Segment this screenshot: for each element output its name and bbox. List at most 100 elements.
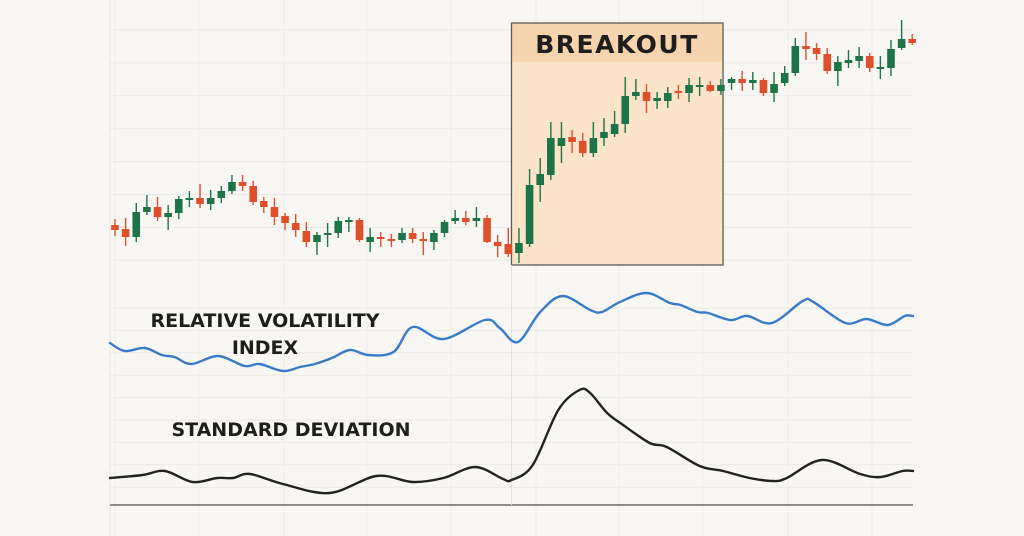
candle-up <box>791 38 800 76</box>
candle-body <box>270 207 279 217</box>
candle-body <box>621 96 630 124</box>
candle-up <box>398 228 406 243</box>
candle-body <box>632 92 640 96</box>
candle-down <box>738 71 746 91</box>
candle-body <box>727 79 736 83</box>
candle-down <box>908 34 917 45</box>
candle-body <box>536 174 544 185</box>
candle-body <box>557 138 566 146</box>
candle-down <box>260 197 268 213</box>
candle-body <box>366 237 374 242</box>
candle-up <box>727 77 736 90</box>
candle-up <box>717 79 725 95</box>
candle-up <box>876 56 885 79</box>
candle-body <box>525 185 534 244</box>
candle-up <box>217 186 226 203</box>
breakout-box <box>511 23 724 265</box>
candle-up <box>334 217 343 238</box>
candle-up <box>472 207 481 227</box>
candle-up <box>132 203 141 242</box>
candle-body <box>440 222 449 233</box>
candle-body <box>196 198 204 204</box>
candle-down <box>302 222 311 247</box>
candle-body <box>111 225 119 230</box>
candle-up <box>185 191 194 207</box>
candle-body <box>472 218 481 221</box>
candle-body <box>653 98 661 101</box>
candle-up <box>887 40 895 76</box>
candle-up <box>621 77 630 133</box>
candle-body <box>387 239 396 241</box>
candlestick-series <box>111 20 917 263</box>
candle-body <box>663 93 672 101</box>
breakout-header <box>511 23 724 62</box>
indicator-lines <box>108 291 915 495</box>
candle-up <box>515 228 523 263</box>
candle-up <box>610 111 619 137</box>
candle-down <box>153 197 162 221</box>
candle-body <box>143 207 151 212</box>
candle-up <box>206 190 215 210</box>
candle-body <box>589 138 598 153</box>
candle-body <box>897 39 906 48</box>
candle-up <box>770 72 778 102</box>
candle-up <box>589 122 598 157</box>
candle-up <box>547 122 555 180</box>
candle-body <box>695 85 704 87</box>
candle-body <box>249 186 257 202</box>
candle-up <box>780 66 789 86</box>
candle-body <box>834 62 842 71</box>
breakout-annotation <box>510 22 724 505</box>
candle-up <box>653 92 661 109</box>
candle-body <box>345 220 353 222</box>
candle-body <box>483 218 491 242</box>
candle-body <box>174 199 183 213</box>
candle-down <box>291 214 300 237</box>
candle-body <box>717 85 725 91</box>
candle-body <box>121 229 130 237</box>
candle-down <box>568 130 576 153</box>
candle-up <box>174 196 183 219</box>
stddev-label: STANDARD DEVIATION <box>171 419 410 441</box>
candle-body <box>206 198 215 204</box>
candle-body <box>908 39 917 43</box>
candle-down <box>865 53 874 72</box>
candle-body <box>376 237 385 239</box>
candle-body <box>844 60 853 63</box>
rvi-label-line2: INDEX <box>232 337 299 359</box>
candle-body <box>706 85 715 91</box>
candle-down <box>249 181 257 205</box>
candle-up <box>228 175 236 194</box>
candle-down <box>674 85 683 99</box>
candle-down <box>578 133 587 157</box>
candle-up <box>749 72 757 90</box>
candle-up <box>525 169 534 247</box>
candle-body <box>355 220 364 240</box>
candle-down <box>387 234 396 247</box>
candle-body <box>493 242 502 246</box>
candle-body <box>568 137 576 142</box>
candle-down <box>111 219 119 236</box>
candle-down <box>355 218 364 242</box>
candle-body <box>153 207 162 217</box>
candle-body <box>780 73 789 83</box>
candle-body <box>323 233 332 235</box>
candle-body <box>451 218 459 221</box>
candle-body <box>642 92 651 101</box>
candle-body <box>812 48 821 54</box>
breakout-label: BREAKOUT <box>535 30 699 59</box>
candle-down <box>812 43 821 60</box>
candle-body <box>461 218 470 222</box>
candle-body <box>674 91 683 93</box>
candle-body <box>887 49 895 68</box>
candle-body <box>430 233 438 242</box>
breakout-border <box>510 22 724 266</box>
candle-body <box>281 216 289 223</box>
candle-body <box>823 54 832 71</box>
candle-body <box>759 80 768 93</box>
candle-down <box>504 228 513 257</box>
candle-body <box>217 191 226 198</box>
candle-body <box>408 233 417 239</box>
candle-up <box>536 158 544 202</box>
candle-up <box>855 47 863 68</box>
